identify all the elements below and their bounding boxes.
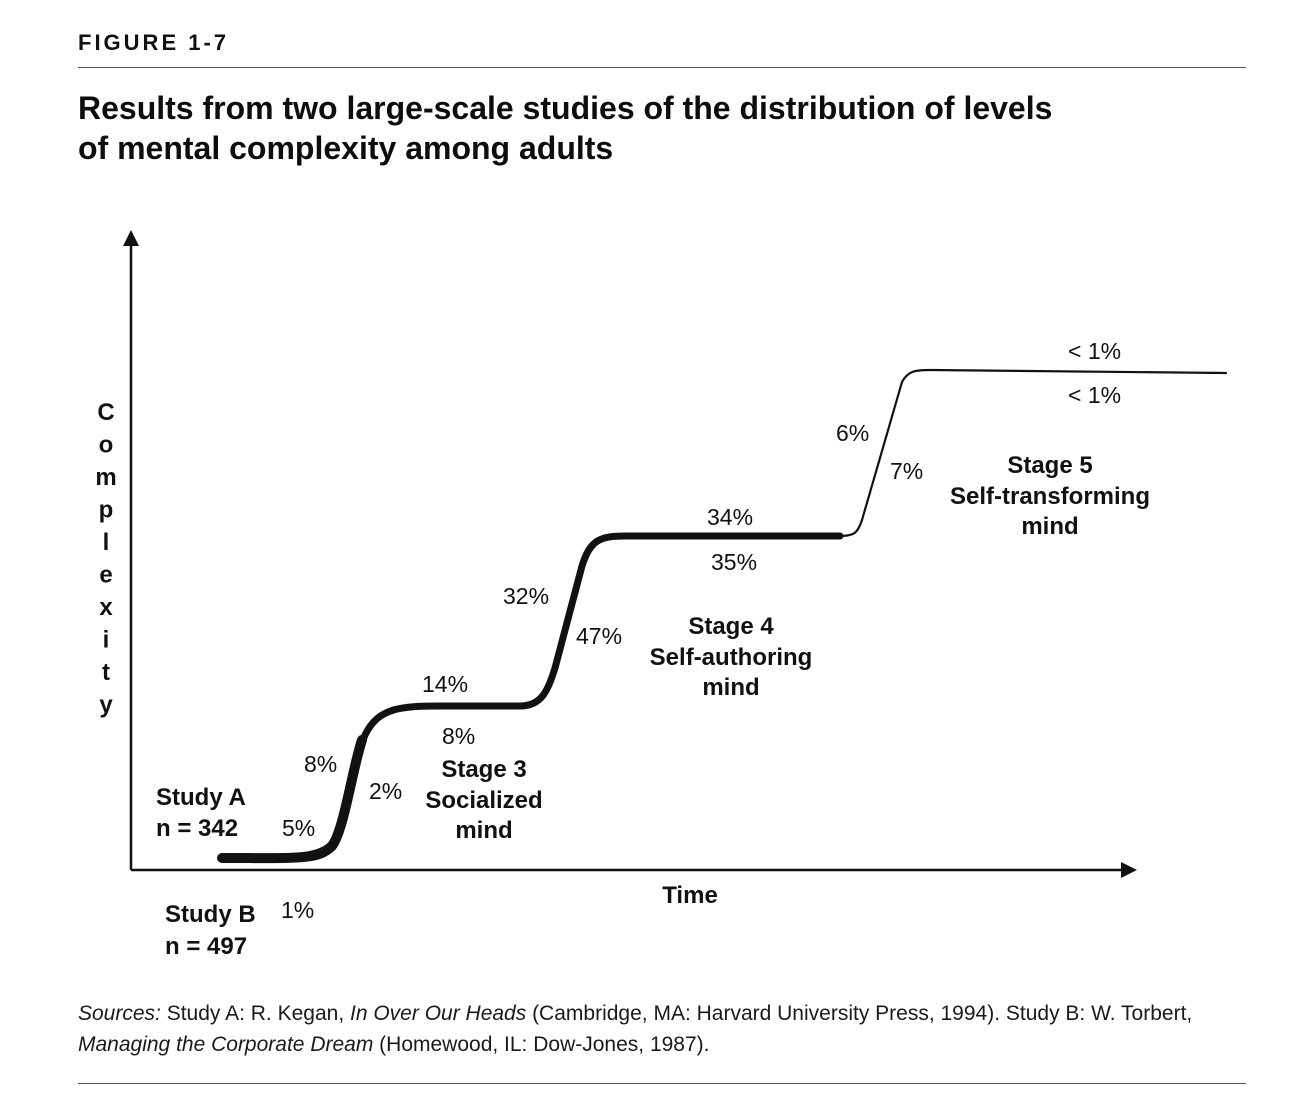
sources-study-a-publisher: (Cambridge, MA: Harvard University Press… [526,1002,1193,1025]
y-axis-label-letter: y [99,692,113,719]
stage5-label-line3: mind [1021,513,1078,540]
curve-stages-4-to-5 [838,368,1228,538]
bottom-divider [78,1083,1246,1084]
top-divider [78,67,1246,68]
sources-lead: Sources: [78,1002,161,1025]
sources-study-a-book: In Over Our Heads [350,1002,527,1025]
transition23-study-b-pct: 2% [369,778,402,804]
study-a-n: n = 342 [156,815,238,842]
sources-study-a-text: Study A: R. Kegan, [160,1002,350,1025]
stage5-label-line1: Stage 5 [1007,452,1092,479]
stage5-label-line2: Self-transforming [950,483,1150,510]
stage3-study-b-pct: 8% [442,723,475,749]
title-line-1: Results from two large-scale studies of … [78,90,1053,126]
stage3-label-line3: mind [455,817,512,844]
transition45-study-a-pct: 6% [836,420,869,446]
transition23-study-a-pct: 8% [304,751,337,777]
y-axis-label-letter: x [99,594,113,621]
y-axis-arrow-icon [123,230,139,246]
stage5-label: Stage 5 Self-transforming mind [950,452,1150,540]
stage3-label-line2: Socialized [425,787,542,814]
stage3-study-a-pct: 14% [422,671,468,697]
x-axis-label: Time [662,882,718,909]
stage3-label-line1: Stage 3 [441,756,526,783]
transition45-study-b-pct: 7% [890,458,923,484]
y-axis-label-letter: e [99,562,112,589]
stage5-study-a-pct: < 1% [1068,338,1121,364]
stage4-label-line1: Stage 4 [688,613,774,640]
transition34-study-b-pct: 47% [576,623,622,649]
figure-label: FIGURE 1-7 [78,30,230,55]
y-axis-label-letter: o [99,432,114,459]
curve-stage-2-emphasis [217,735,367,864]
figure-title: Results from two large-scale studies of … [78,88,1198,168]
transition34-study-a-pct: 32% [503,583,549,609]
sources-note: Sources: Study A: R. Kegan, In Over Our … [78,998,1228,1060]
study-b-n: n = 497 [165,933,247,960]
stage2-study-b-pct: 1% [281,897,314,923]
stage4-label-line2: Self-authoring [650,644,813,671]
stage3-label: Stage 3 Socialized mind [425,756,542,844]
stage5-study-b-pct: < 1% [1068,382,1121,408]
stage4-label: Stage 4 Self-authoring mind [650,613,813,701]
sources-study-b-book: Managing the Corporate Dream [78,1033,374,1056]
title-line-2: of mental complexity among adults [78,130,614,166]
y-axis-label-letter: m [95,464,116,491]
stage4-study-a-pct: 34% [707,504,753,530]
study-a-name: Study A [156,784,246,811]
stage2-study-a-pct: 5% [282,815,315,841]
y-axis-label-letter: t [102,659,110,686]
stage4-label-line3: mind [702,674,759,701]
y-axis-label-letter: i [103,627,110,654]
stage4-study-b-pct: 35% [711,549,757,575]
y-axis-label-letter: C [97,399,114,426]
y-axis-label-letter: l [103,529,110,556]
x-axis-arrow-icon [1121,862,1137,878]
sources-study-b-publisher: (Homewood, IL: Dow-Jones, 1987). [373,1033,710,1056]
y-axis-label-letter: p [99,497,114,524]
study-b-name: Study B [165,901,256,928]
